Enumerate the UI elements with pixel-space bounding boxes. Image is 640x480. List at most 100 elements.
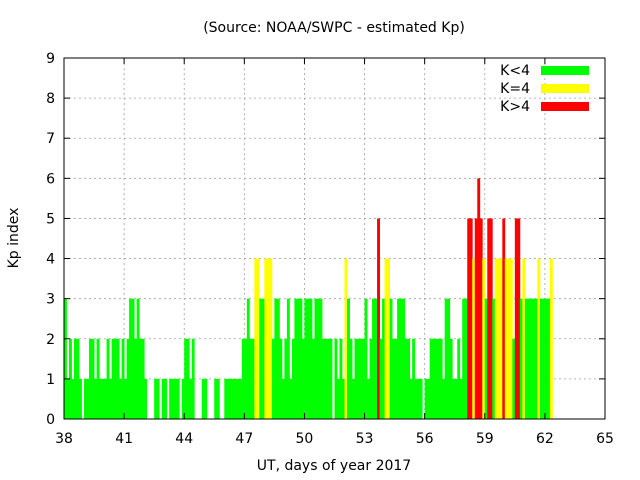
kp-bar bbox=[469, 218, 473, 419]
kp-bar bbox=[354, 338, 358, 419]
kp-bar bbox=[104, 378, 107, 419]
kp-bar bbox=[84, 378, 87, 419]
kp-bar bbox=[119, 378, 123, 419]
kp-bar bbox=[407, 338, 411, 419]
kp-bar bbox=[369, 338, 373, 419]
kp-bar bbox=[239, 378, 243, 419]
kp-bar bbox=[169, 378, 173, 419]
y-tick-label: 2 bbox=[46, 332, 55, 348]
legend: K<4 K=4 K>4 bbox=[500, 63, 589, 115]
kp-bar bbox=[109, 378, 112, 419]
kp-bar bbox=[301, 338, 305, 419]
kp-bar bbox=[347, 298, 350, 419]
x-tick-label: 56 bbox=[416, 431, 434, 447]
kp-bar bbox=[64, 298, 67, 419]
y-tick-label: 4 bbox=[46, 252, 55, 268]
y-tick-label: 6 bbox=[46, 171, 55, 187]
kp-bar bbox=[266, 258, 270, 419]
kp-bar bbox=[344, 258, 348, 419]
kp-bar bbox=[444, 298, 448, 419]
kp-bar bbox=[261, 298, 265, 419]
plot-frame bbox=[63, 57, 606, 420]
kp-bar bbox=[362, 338, 365, 419]
kp-bar bbox=[234, 378, 238, 419]
kp-bar bbox=[71, 378, 75, 419]
kp-bar bbox=[279, 338, 283, 419]
kp-bar bbox=[389, 298, 393, 419]
kp-bar bbox=[529, 298, 533, 419]
kp-bar bbox=[286, 298, 290, 419]
legend-label: K=4 bbox=[500, 81, 530, 97]
kp-bar bbox=[509, 258, 513, 419]
kp-bar bbox=[314, 298, 318, 419]
kp-bar bbox=[256, 258, 260, 419]
x-tick-label: 41 bbox=[115, 431, 133, 447]
kp-bar bbox=[442, 378, 446, 419]
kp-bar bbox=[379, 338, 383, 419]
kp-bar bbox=[329, 338, 333, 419]
kp-bar bbox=[517, 218, 521, 419]
kp-bar bbox=[424, 378, 428, 419]
kp-bar bbox=[512, 338, 516, 419]
kp-bar bbox=[499, 258, 503, 419]
x-tick-label: 62 bbox=[536, 431, 554, 447]
kp-bar bbox=[409, 378, 413, 419]
kp-bar bbox=[414, 378, 418, 419]
kp-bar bbox=[101, 378, 105, 419]
kp-bar bbox=[412, 338, 416, 419]
kp-bar bbox=[349, 338, 353, 419]
kp-bar bbox=[171, 378, 175, 419]
y-tick-label: 0 bbox=[46, 412, 55, 428]
kp-bar bbox=[482, 258, 486, 419]
kp-bar bbox=[547, 298, 551, 419]
kp-bar bbox=[311, 338, 315, 419]
kp-bar bbox=[86, 378, 90, 419]
kp-bar bbox=[309, 298, 313, 419]
legend-swatch bbox=[541, 102, 589, 111]
kp-bar bbox=[299, 298, 303, 419]
kp-bar bbox=[504, 258, 508, 419]
kp-bar bbox=[527, 298, 531, 419]
kp-bar bbox=[387, 258, 391, 419]
kp-bar bbox=[111, 338, 115, 419]
kp-bar bbox=[434, 338, 438, 419]
kp-bar bbox=[367, 378, 370, 419]
kp-bar bbox=[244, 338, 248, 419]
kp-bar bbox=[334, 338, 338, 419]
kp-bar bbox=[489, 218, 493, 419]
kp-bar bbox=[464, 298, 468, 419]
kp-bar bbox=[136, 298, 140, 419]
kp-bar bbox=[76, 338, 80, 419]
x-tick-label: 44 bbox=[175, 431, 193, 447]
kp-bar bbox=[274, 298, 278, 419]
kp-bar bbox=[176, 378, 180, 419]
kp-bar bbox=[374, 298, 378, 419]
kp-bar bbox=[161, 378, 165, 419]
kp-bar bbox=[291, 338, 295, 419]
kp-bar bbox=[487, 218, 491, 419]
kp-bar bbox=[231, 378, 235, 419]
kp-bar bbox=[306, 298, 310, 419]
kp-bar bbox=[544, 298, 548, 419]
kp-bar bbox=[439, 338, 443, 419]
kp-bar bbox=[549, 258, 553, 419]
kp-bar bbox=[472, 258, 476, 419]
kp-bar bbox=[452, 378, 456, 419]
kp-bar bbox=[399, 298, 403, 419]
y-tick-label: 8 bbox=[46, 91, 55, 107]
kp-bar bbox=[419, 378, 423, 419]
legend-swatch bbox=[541, 84, 589, 93]
kp-bar bbox=[382, 298, 385, 419]
legend-label: K<4 bbox=[500, 63, 530, 79]
kp-bar bbox=[324, 338, 328, 419]
kp-bar bbox=[494, 258, 498, 419]
kp-bar bbox=[514, 218, 518, 419]
kp-bar bbox=[264, 258, 268, 419]
kp-bar bbox=[284, 338, 288, 419]
kp-bar bbox=[404, 338, 408, 419]
kp-bar bbox=[134, 338, 138, 419]
kp-bar bbox=[462, 298, 466, 419]
kp-bar bbox=[294, 298, 298, 419]
kp-bar bbox=[447, 298, 451, 419]
kp-bar bbox=[191, 338, 195, 419]
